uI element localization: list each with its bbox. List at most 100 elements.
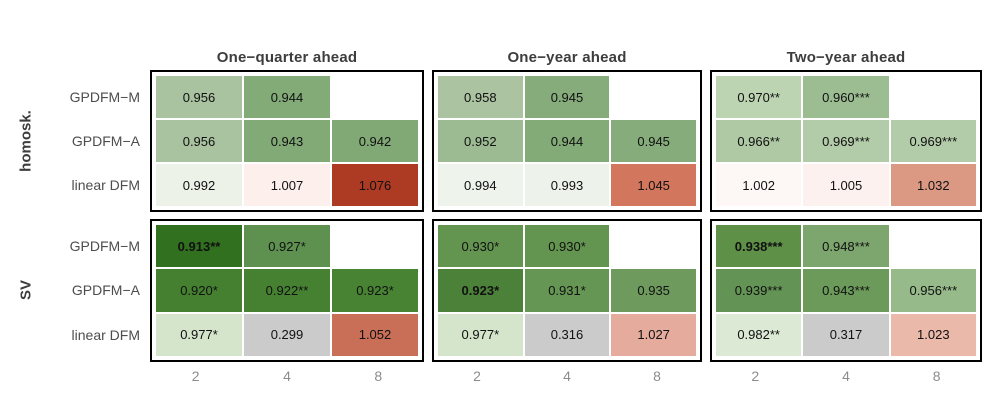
heatmap-cell-value: 1.076	[358, 177, 392, 193]
heatmap-cell-empty	[891, 76, 976, 118]
row-labels-homosk: GPDFM−M GPDFM−A linear DFM	[0, 70, 150, 212]
heatmap-cell-value: 0.956	[182, 133, 216, 149]
heatmap-cell: 0.299	[244, 313, 330, 356]
heatmap-cell: 0.935	[611, 269, 696, 312]
heatmap-cell: 1.005	[803, 164, 889, 206]
heatmap-cell-value: 0.920*	[180, 282, 218, 298]
heatmap-cell: 0.316	[524, 313, 610, 356]
heatmap-cell: 0.956	[156, 76, 242, 118]
heatmap-cell-value: 0.944	[270, 89, 304, 105]
heatmap-cell-value: 0.942	[358, 133, 392, 149]
heatmap-cell: 0.945	[524, 76, 610, 118]
heatmap-cell: 0.969***	[803, 120, 889, 162]
x-tick: 2	[751, 368, 760, 384]
heatmap-cell-value: 1.005	[829, 177, 863, 193]
row-label-linear-dfm: linear DFM	[71, 326, 140, 343]
heatmap-cell-value: 1.032	[917, 177, 950, 193]
heatmap-cell: 0.943	[244, 120, 330, 162]
row-label-gpdfm-m: GPDFM−M	[69, 238, 140, 255]
heatmap-cell-value: 1.052	[358, 327, 392, 343]
row-label-gpdfm-a: GPDFM−A	[71, 282, 140, 299]
heatmap-cell-value: 0.945	[550, 89, 584, 105]
heatmap-cell: 1.027	[611, 313, 696, 356]
x-tick: 8	[374, 368, 383, 384]
heatmap-cell-value: 0.952	[464, 133, 497, 149]
heatmap-cell: 0.942	[332, 120, 418, 162]
heatmap-cell-value: 0.317	[829, 327, 863, 343]
heatmap-cell-empty	[891, 225, 976, 267]
heatmap-cell: 0.943***	[803, 269, 889, 312]
heatmap-cell-value: 0.913**	[177, 238, 221, 254]
heatmap-cell: 0.930*	[524, 225, 610, 268]
x-axis-one-quarter: 2 4 8	[150, 362, 424, 388]
heatmap-cell-empty	[332, 225, 418, 267]
heatmap-cell-value: 0.939***	[734, 282, 783, 298]
heatmap-cell-value: 0.982**	[737, 327, 780, 343]
heatmap-cell: 0.945	[611, 120, 696, 162]
panel-sv-one-year: 0.930* 0.930* 0.923* 0.931* 0.935 0.977* 0.316…	[432, 219, 702, 362]
heatmap-cell-value: 0.943***	[822, 282, 870, 298]
heatmap-cell-value: 0.969***	[909, 133, 958, 149]
heatmap-cell: 0.927*	[244, 225, 330, 268]
panel-homosk-one-quarter: 0.956 0.944 0.956 0.943 0.942 0.992 1.007 1.076	[150, 70, 424, 212]
facet-title-one-year: One−year ahead	[507, 49, 627, 66]
heatmap-cell-value: 0.943	[270, 133, 304, 149]
facet-title-two-year: Two−year ahead	[786, 49, 906, 66]
heatmap-cell-value: 0.956***	[909, 282, 958, 298]
heatmap-cell: 0.944	[244, 76, 330, 118]
heatmap-cell: 0.938***	[716, 225, 802, 268]
heatmap-cell: 1.032	[890, 164, 976, 206]
heatmap-cell-value: 0.956	[182, 89, 216, 105]
heatmap-cell-value: 0.931*	[548, 282, 586, 298]
facet-row-label-sv: SV	[17, 279, 35, 301]
row-label-gpdfm-a: GPDFM−A	[71, 133, 140, 149]
heatmap-cell: 0.993	[524, 164, 610, 206]
heatmap-cell-value: 0.994	[464, 177, 497, 193]
x-tick: 8	[932, 368, 941, 384]
heatmap-cell: 0.920*	[156, 269, 242, 312]
panel-sv-one-quarter: 0.913** 0.927* 0.920* 0.922** 0.923* 0.977* 0.…	[150, 219, 424, 362]
heatmap-cell: 0.956	[156, 120, 242, 162]
x-tick: 2	[473, 368, 481, 384]
heatmap-cell: 1.052	[332, 313, 418, 356]
heatmap-cell-value: 0.969***	[822, 133, 870, 149]
heatmap-cell: 1.002	[716, 164, 802, 206]
heatmap-cell: 1.076	[332, 164, 418, 206]
heatmap-cell-value: 0.977*	[180, 327, 218, 343]
heatmap-cell: 1.007	[244, 164, 330, 206]
x-tick: 4	[563, 368, 571, 384]
heatmap-cell-value: 0.938***	[734, 238, 783, 254]
heatmap-cell: 0.923*	[438, 269, 523, 312]
heatmap-cell-value: 1.045	[637, 177, 670, 193]
heatmap-cell: 0.931*	[524, 269, 610, 312]
panel-homosk-one-year: 0.958 0.945 0.952 0.944 0.945 0.994 0.993 1.045	[432, 70, 702, 212]
heatmap-cell-value: 1.007	[270, 177, 304, 193]
heatmap-cell-value: 0.935	[637, 282, 670, 298]
heatmap-cell-value: 1.023	[917, 327, 950, 343]
heatmap-cell: 0.923*	[332, 269, 418, 312]
heatmap-cell: 0.317	[803, 313, 889, 356]
heatmap-cell: 0.977*	[156, 313, 242, 356]
row-label-linear-dfm: linear DFM	[71, 177, 140, 193]
heatmap-cell: 0.977*	[438, 313, 523, 356]
heatmap-cell-value: 1.027	[637, 327, 670, 343]
heatmap-cell: 0.970**	[716, 76, 802, 118]
heatmap-cell: 0.960***	[803, 76, 889, 118]
heatmap-cell-value: 0.927*	[268, 238, 306, 254]
x-tick: 4	[842, 368, 850, 384]
heatmap-cell-value: 1.002	[742, 177, 775, 193]
x-tick: 4	[283, 368, 291, 384]
heatmap-cell: 0.969***	[890, 120, 976, 162]
heatmap-cell: 0.994	[438, 164, 523, 206]
heatmap-cell: 0.922**	[244, 269, 330, 312]
heatmap-cell-value: 0.945	[637, 133, 670, 149]
heatmap-cell-value: 0.923*	[356, 282, 394, 298]
heatmap-cell: 0.952	[438, 120, 523, 162]
heatmap-cell-value: 0.922**	[265, 282, 309, 298]
heatmap-cell-value: 0.948***	[822, 238, 870, 254]
heatmap-cell: 1.023	[890, 313, 976, 356]
heatmap-cell: 1.045	[611, 164, 696, 206]
row-labels-sv: GPDFM−M GPDFM−A linear DFM	[0, 219, 150, 362]
x-tick: 2	[191, 368, 200, 384]
